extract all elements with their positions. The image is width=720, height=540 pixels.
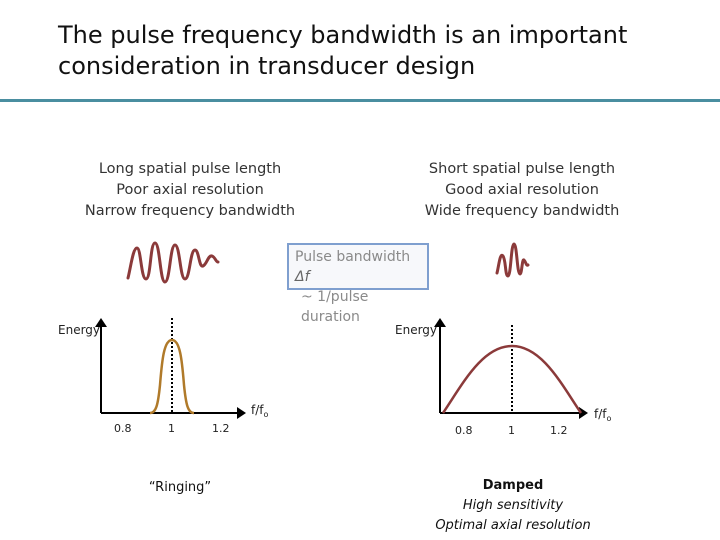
damped-line-2: Optimal axial resolution <box>435 518 591 533</box>
damped-title: Damped <box>482 478 544 493</box>
callout-line-1: Pulse bandwidth <box>295 249 411 265</box>
left-tick-1: 1 <box>168 422 175 435</box>
left-line-2: Poor axial resolution <box>116 182 264 198</box>
right-line-1: Short spatial pulse length <box>428 161 616 177</box>
left-y-axis-arrow <box>95 318 107 327</box>
damped-line-1: High sensitivity <box>462 498 564 513</box>
right-x-axis-label: f/fo <box>594 407 612 423</box>
left-x-axis-arrow <box>237 407 246 419</box>
right-description: Short spatial pulse length Good axial re… <box>402 159 642 222</box>
left-x-axis-label: f/fo <box>251 403 269 419</box>
right-wide-spectrum <box>441 344 583 414</box>
left-energy-label: Energy <box>58 323 100 337</box>
left-line-3: Narrow frequency bandwidth <box>84 203 296 219</box>
left-description: Long spatial pulse length Poor axial res… <box>70 159 310 222</box>
page-title: The pulse frequency bandwidth is an impo… <box>58 21 628 80</box>
short-pulse-waveform <box>495 242 530 278</box>
ringing-caption: “Ringing” <box>148 480 212 495</box>
left-tick-1-2: 1.2 <box>212 422 230 435</box>
right-x-axis-arrow <box>579 407 588 419</box>
long-pulse-waveform <box>126 241 220 284</box>
pulse-bandwidth-callout: Pulse bandwidth Δf ~ 1/pulse duration <box>287 243 429 325</box>
right-tick-1: 1 <box>508 424 515 437</box>
callout-delta: Δf <box>295 269 310 285</box>
right-line-3: Wide frequency bandwidth <box>424 203 620 219</box>
right-tick-1-2: 1.2 <box>550 424 568 437</box>
damped-caption: Damped High sensitivity Optimal axial re… <box>400 476 626 536</box>
right-energy-label: Energy <box>395 323 437 337</box>
title-divider <box>0 99 720 102</box>
callout-line-2: ~ 1/pulse duration <box>301 289 369 325</box>
right-y-axis-arrow <box>434 318 446 327</box>
right-tick-0-8: 0.8 <box>455 424 473 437</box>
left-line-1: Long spatial pulse length <box>98 161 282 177</box>
left-tick-0-8: 0.8 <box>114 422 132 435</box>
right-line-2: Good axial resolution <box>445 182 599 198</box>
left-narrow-spectrum <box>149 338 195 415</box>
